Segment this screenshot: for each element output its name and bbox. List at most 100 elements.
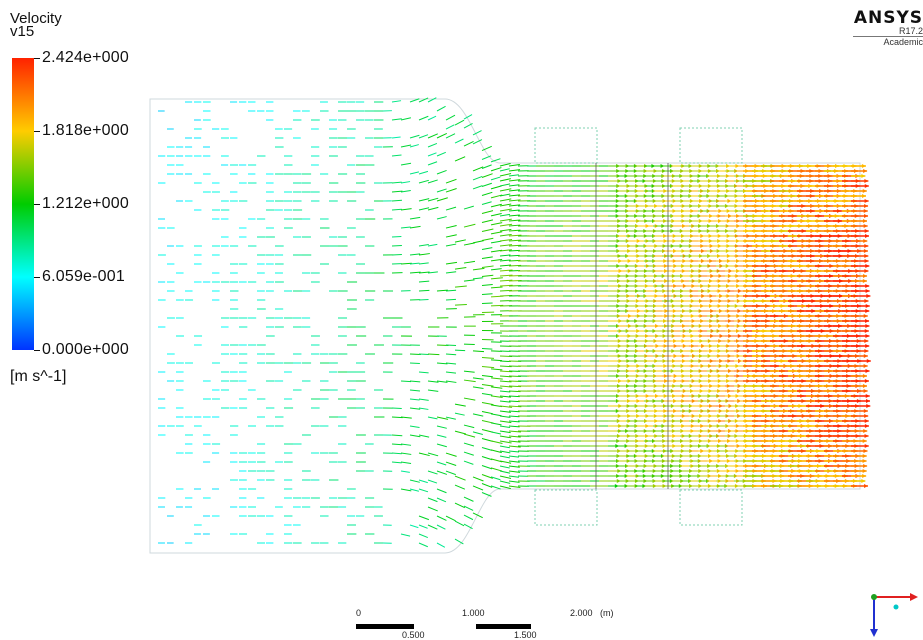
velocity-vector xyxy=(499,475,512,479)
velocity-vector xyxy=(499,274,513,277)
velocity-vector xyxy=(391,136,401,139)
velocity-vector xyxy=(508,390,521,393)
velocity-vector xyxy=(391,434,403,437)
velocity-vector xyxy=(463,460,474,465)
velocity-vector xyxy=(409,398,420,401)
velocity-vector xyxy=(400,144,412,148)
brand-edition: Academic xyxy=(853,36,923,47)
velocity-vector xyxy=(418,253,430,256)
velocity-vector xyxy=(499,208,512,212)
velocity-vector xyxy=(409,253,421,256)
velocity-vector xyxy=(499,249,512,252)
velocity-vector xyxy=(499,480,511,484)
velocity-vector xyxy=(463,424,475,429)
velocity-vector xyxy=(499,233,512,237)
velocity-vector xyxy=(445,261,458,265)
channel-outline xyxy=(149,98,861,554)
velocity-vector xyxy=(445,416,456,420)
velocity-vector xyxy=(481,384,494,387)
velocity-vector xyxy=(391,199,403,202)
velocity-vector xyxy=(436,434,447,438)
velocity-vector xyxy=(391,407,402,410)
velocity-vector xyxy=(499,213,511,217)
velocity-vector xyxy=(481,219,494,224)
velocity-vector xyxy=(391,443,403,446)
velocity-vector xyxy=(490,277,503,280)
velocity-vector xyxy=(400,443,412,446)
velocity-vector xyxy=(427,353,440,356)
velocity-vector xyxy=(508,214,520,217)
velocity-vector xyxy=(391,190,403,193)
velocity-vector xyxy=(472,413,484,417)
velocity-vector xyxy=(445,380,457,383)
velocity-vector xyxy=(463,451,474,456)
velocity-vector xyxy=(409,225,421,229)
velocity-vector xyxy=(418,170,429,175)
velocity-vector xyxy=(481,274,494,278)
legend-tick-mark xyxy=(34,58,40,59)
velocity-vector xyxy=(490,286,503,289)
velocity-vector xyxy=(508,425,520,428)
velocity-vector xyxy=(472,166,484,172)
velocity-vector xyxy=(508,455,519,458)
velocity-vector xyxy=(409,271,421,274)
velocity-vector xyxy=(391,154,402,157)
velocity-vector xyxy=(454,119,465,126)
velocity-vector xyxy=(508,179,521,182)
velocity-vector xyxy=(490,449,502,454)
velocity-vector xyxy=(481,456,493,461)
velocity-vector xyxy=(409,389,421,392)
legend-title: Velocity v15 xyxy=(10,10,62,39)
velocity-vector xyxy=(508,219,521,222)
velocity-vector xyxy=(508,239,521,242)
velocity-vector xyxy=(445,114,456,121)
velocity-vector xyxy=(427,479,438,484)
velocity-vector xyxy=(400,190,411,193)
velocity-vector xyxy=(454,303,467,306)
velocity-vector xyxy=(499,395,511,398)
velocity-vector xyxy=(427,97,437,103)
velocity-vector xyxy=(499,228,512,232)
velocity-vector xyxy=(445,470,456,476)
velocity-vector xyxy=(490,167,502,172)
velocity-vector xyxy=(499,365,512,368)
velocity-vector xyxy=(508,249,520,252)
velocity-vector xyxy=(481,256,493,260)
velocity-vector xyxy=(499,264,512,267)
velocity-vector xyxy=(463,397,476,401)
velocity-vector xyxy=(427,243,438,247)
velocity-vector xyxy=(472,350,485,353)
velocity-vector xyxy=(490,413,502,417)
legend-variable: Velocity xyxy=(10,10,62,27)
velocity-vector xyxy=(481,411,493,415)
velocity-vector xyxy=(409,262,420,265)
velocity-vector xyxy=(472,130,482,136)
velocity-vector xyxy=(499,425,511,428)
velocity-vector xyxy=(418,271,430,274)
velocity-vector xyxy=(499,400,511,403)
velocity-vector xyxy=(499,218,512,222)
velocity-vector xyxy=(499,284,513,287)
velocity-vector xyxy=(454,412,465,416)
velocity-vector xyxy=(409,488,420,492)
velocity-vector xyxy=(508,445,521,448)
velocity-vector xyxy=(445,452,457,457)
velocity-vector xyxy=(418,134,429,139)
legend-tick-label: 2.424e+000 xyxy=(42,49,129,66)
velocity-vector xyxy=(472,185,483,190)
velocity-vector xyxy=(400,162,412,166)
velocity-vector xyxy=(490,212,502,217)
velocity-vector xyxy=(499,450,511,454)
legend-tick-label: 6.059e-001 xyxy=(42,268,125,285)
velocity-vector xyxy=(499,188,512,192)
velocity-vector xyxy=(436,169,447,175)
velocity-vector xyxy=(508,244,522,247)
velocity-vector xyxy=(436,443,447,448)
velocity-vector xyxy=(445,206,457,211)
velocity-vector xyxy=(490,258,503,262)
velocity-vector xyxy=(481,265,494,269)
velocity-vector xyxy=(499,440,512,444)
velocity-vector xyxy=(418,262,429,265)
velocity-vector xyxy=(490,431,502,435)
